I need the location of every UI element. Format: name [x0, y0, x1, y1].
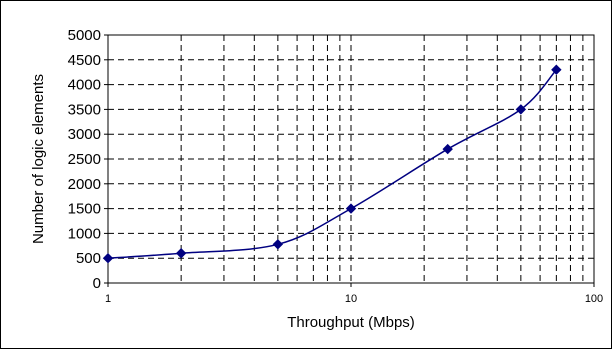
y-tick-label: 4000	[68, 77, 101, 94]
y-tick-label: 4500	[68, 52, 101, 69]
data-point	[345, 203, 357, 214]
x-tick-label: 10	[345, 293, 357, 305]
data-point	[442, 143, 453, 155]
y-tick-label: 1500	[68, 201, 101, 218]
data-point	[272, 239, 284, 250]
data-point	[175, 248, 187, 259]
y-tick-label: 3500	[68, 101, 101, 118]
y-axis-title: Number of logic elements	[30, 74, 47, 244]
x-axis: 1 10 100	[105, 283, 603, 305]
y-tick-label: 1000	[68, 225, 101, 242]
data-point	[551, 64, 562, 75]
x-tick-label: 100	[585, 293, 603, 305]
series-points	[102, 64, 562, 264]
y-axis: 0 500 1000 1500 2000 2500 3000 3500 4000 4500 5000	[68, 27, 108, 292]
y-tick-label: 5000	[68, 27, 101, 44]
x-axis-title: Throughput (Mbps)	[287, 314, 415, 331]
data-point	[102, 252, 114, 264]
y-tick-label: 3000	[68, 126, 101, 143]
grid	[108, 35, 594, 283]
data-point	[515, 104, 527, 115]
y-tick-label: 2500	[68, 151, 101, 168]
y-tick-label: 2000	[68, 176, 101, 193]
y-tick-label: 500	[76, 250, 101, 267]
y-tick-label: 0	[93, 275, 101, 292]
x-tick-label: 1	[105, 293, 111, 305]
